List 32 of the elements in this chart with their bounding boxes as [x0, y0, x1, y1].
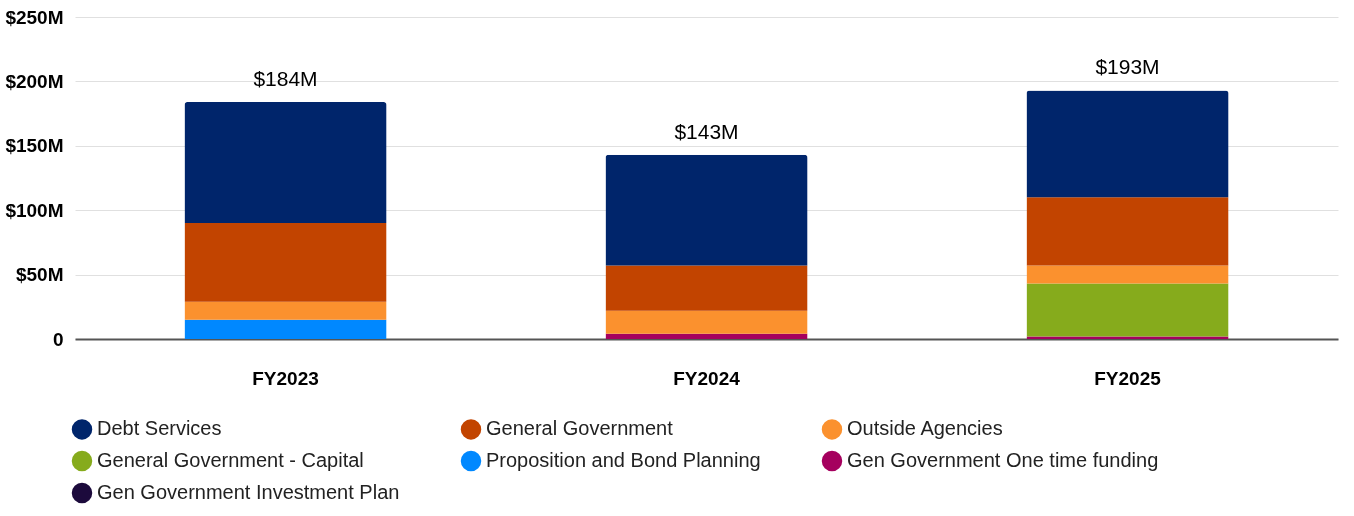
legend-label: General Government: [486, 417, 674, 440]
y-tick-label: $150M: [5, 135, 64, 157]
y-tick-label: $50M: [15, 264, 64, 286]
bar: [184, 223, 387, 302]
bar: [1026, 90, 1229, 198]
legend-label: General Government - Capital: [97, 449, 364, 471]
x-tick-label: FY2023: [252, 367, 319, 389]
legend-label: Debt Services: [97, 417, 222, 440]
bar: [605, 265, 808, 311]
bar: [605, 310, 808, 334]
y-tick-label: $100M: [5, 199, 64, 221]
bar: [1026, 336, 1229, 339]
legend-label: Proposition and Bond Planning: [486, 449, 761, 471]
y-tick-label: $200M: [5, 70, 64, 92]
total-label: $184M: [253, 67, 318, 91]
bar: [1026, 265, 1229, 284]
bar: [184, 319, 387, 339]
y-tick-label: 0: [52, 328, 64, 350]
y-tick-label: $250M: [5, 6, 64, 28]
total-label: $143M: [674, 119, 739, 143]
x-tick-label: FY2025: [1094, 367, 1162, 389]
bar: [605, 333, 808, 339]
legend-label: Outside Agencies: [847, 417, 1003, 440]
bar: [1026, 283, 1229, 337]
bar: [1026, 197, 1229, 266]
bar: [605, 154, 808, 266]
bar: [184, 102, 387, 224]
legend-label: Gen Government One time funding: [847, 449, 1159, 471]
legend-label: Gen Government Investment Plan: [97, 481, 400, 503]
x-tick-label: FY2024: [673, 367, 741, 389]
bar: [184, 301, 387, 320]
total-label: $193M: [1095, 55, 1160, 79]
